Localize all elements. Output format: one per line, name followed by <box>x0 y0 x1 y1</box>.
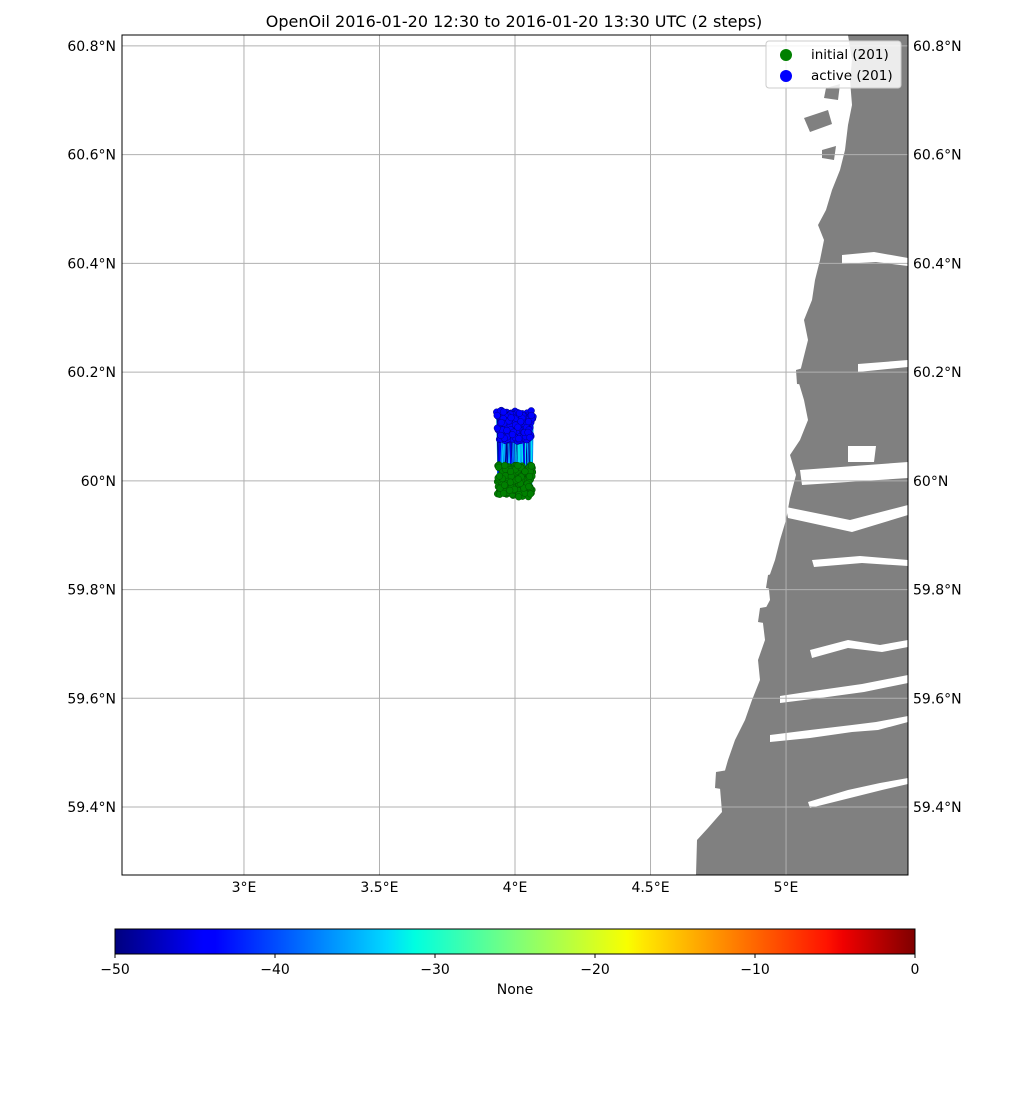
island <box>804 110 832 132</box>
initial-particle <box>525 483 533 491</box>
lon-tick-label: 3.5°E <box>360 880 398 896</box>
active-particle <box>507 414 515 422</box>
lat-tick-label-left: 60.2°N <box>67 365 116 381</box>
island <box>832 205 848 228</box>
lat-tick-label-right: 59.4°N <box>913 800 962 816</box>
legend-active-marker <box>780 70 792 82</box>
legend-initial-label: initial (201) <box>811 47 889 63</box>
lat-tick-label-left: 59.4°N <box>67 800 116 816</box>
island <box>766 572 780 590</box>
initial-particles <box>493 461 537 501</box>
fjord <box>770 716 908 742</box>
active-particles <box>493 406 537 445</box>
active-particle <box>524 418 533 426</box>
lat-tick-label-left: 60.6°N <box>67 148 116 164</box>
lon-tick-label: 5°E <box>774 880 799 896</box>
initial-particle <box>515 493 523 501</box>
initial-particle <box>500 489 508 497</box>
active-particle <box>514 423 522 431</box>
active-particle <box>515 435 523 443</box>
mainland <box>696 35 908 875</box>
active-particle <box>517 418 525 426</box>
active-particle <box>497 418 505 427</box>
colorbar-tick-label: 0 <box>911 962 920 978</box>
active-particle <box>497 431 505 439</box>
fjord <box>780 675 908 703</box>
lat-tick-label-left: 59.8°N <box>67 583 116 599</box>
colorbar-tick-label: −30 <box>420 962 450 978</box>
lat-tick-label-right: 59.6°N <box>913 691 962 707</box>
initial-particle <box>526 472 534 481</box>
colorbar-gradient <box>114 928 916 955</box>
lat-tick-label-left: 60°N <box>81 474 116 490</box>
initial-particle <box>526 490 535 498</box>
active-particle <box>493 411 501 419</box>
fjord <box>800 462 908 485</box>
active-particle <box>527 411 535 419</box>
fjord <box>786 505 908 532</box>
lat-tick-label-left: 60.4°N <box>67 256 116 272</box>
initial-particle <box>527 462 536 470</box>
initial-particle <box>514 462 522 470</box>
lat-tick-label-left: 60.8°N <box>67 39 116 55</box>
map-frame <box>121 34 909 876</box>
lat-tick-label-right: 60.4°N <box>913 256 962 272</box>
lon-tick-label: 4°E <box>503 880 528 896</box>
island <box>715 770 728 790</box>
initial-particle <box>501 461 509 469</box>
lat-tick-label-right: 60.8°N <box>913 39 962 55</box>
island <box>796 366 810 385</box>
fjord <box>848 446 876 462</box>
active-particle <box>503 426 511 435</box>
fjord <box>810 640 908 658</box>
active-particle <box>508 431 516 439</box>
figure-title: OpenOil 2016-01-20 12:30 to 2016-01-20 1… <box>266 12 762 31</box>
active-particle <box>515 409 523 417</box>
colorbar-label: None <box>497 982 534 998</box>
active-particle <box>500 408 508 416</box>
initial-particle <box>507 467 515 476</box>
lat-tick-label-right: 60.6°N <box>913 148 962 164</box>
coastline-land <box>696 35 908 875</box>
lat-tick-label-left: 59.6°N <box>67 691 116 707</box>
lat-tick-label-right: 60.2°N <box>913 365 962 381</box>
axis-ticks: 3°E 3.5°E 4°E 4.5°E 5°E 60.8°N 60.8°N 60.6°N 60.… <box>67 39 961 896</box>
legend: initial (201) active (201) <box>765 40 902 89</box>
fjord <box>808 778 908 808</box>
fjord <box>842 252 908 266</box>
colorbar-tick-label: −20 <box>580 962 610 978</box>
initial-particle <box>521 467 529 476</box>
initial-particle <box>506 486 514 494</box>
colorbar-tick-label: −40 <box>260 962 290 978</box>
lon-tick-label: 4.5°E <box>631 880 669 896</box>
legend-initial-marker <box>780 49 792 61</box>
lat-tick-label-right: 59.8°N <box>913 583 962 599</box>
colorbar-tick-label: −10 <box>740 962 770 978</box>
colorbar: −50 −40 −30 −20 −10 0 None <box>100 928 919 998</box>
lat-tick-label-right: 60°N <box>913 474 948 490</box>
island <box>822 146 836 160</box>
initial-particle <box>495 472 504 480</box>
legend-box <box>765 40 902 89</box>
colorbar-tick-label: −50 <box>100 962 130 978</box>
colorbar-ticks: −50 −40 −30 −20 −10 0 <box>100 954 919 978</box>
island <box>806 316 816 332</box>
initial-particle <box>501 481 509 489</box>
legend-active-label: active (201) <box>811 68 893 84</box>
initial-particle <box>514 475 522 483</box>
lon-tick-label: 3°E <box>232 880 257 896</box>
fjord <box>858 360 908 372</box>
fjord <box>812 556 908 567</box>
island <box>758 606 772 624</box>
island <box>726 836 740 858</box>
active-particle <box>526 433 534 442</box>
